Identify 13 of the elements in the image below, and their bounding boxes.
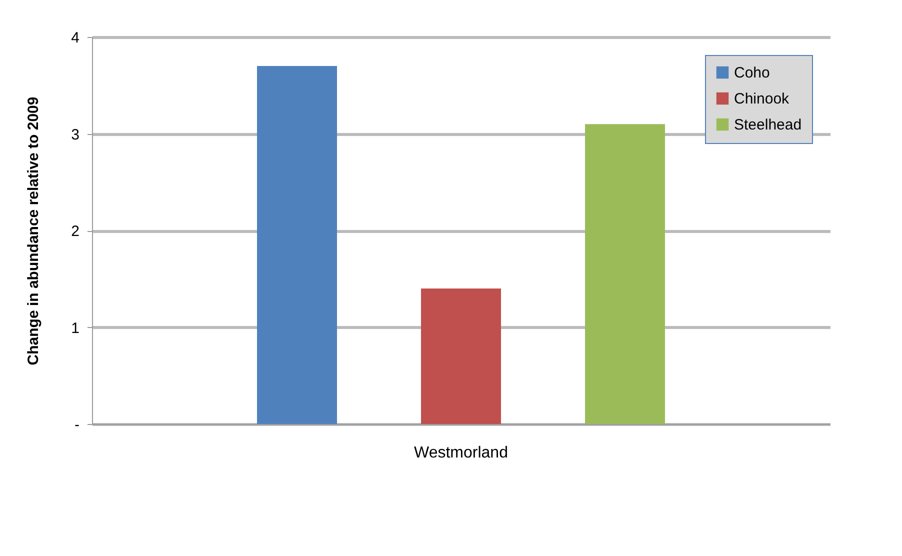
y-tick-label: 3 [71, 126, 80, 144]
y-axis-title: Change in abundance relative to 2009 [25, 96, 42, 366]
bar [257, 66, 337, 424]
legend-label: Steelhead [734, 116, 802, 134]
bar [421, 288, 501, 424]
legend-label: Coho [734, 64, 770, 82]
bar [585, 124, 665, 424]
legend-label: Chinook [734, 90, 790, 108]
y-tick-label: 1 [71, 320, 80, 337]
y-tick-label: 4 [71, 30, 80, 46]
y-tick-label: - [74, 416, 80, 434]
x-tick-label: Westmorland [414, 444, 508, 462]
y-tick-label: 2 [71, 223, 80, 240]
